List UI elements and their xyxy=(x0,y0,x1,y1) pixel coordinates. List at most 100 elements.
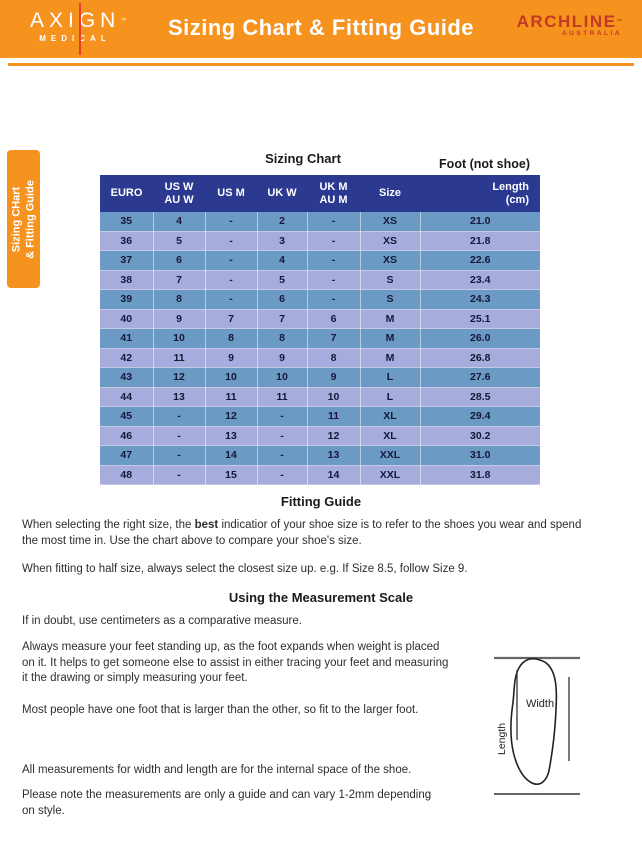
sizing-chart-title: Sizing Chart xyxy=(265,151,341,166)
table-cell: M xyxy=(360,348,421,368)
col-header-text: US M xyxy=(217,187,245,200)
table-cell: 31.8 xyxy=(420,465,540,485)
table-cell: 26.0 xyxy=(420,328,540,349)
table-cell: 21.0 xyxy=(420,212,540,232)
col-header-text: UK M xyxy=(319,181,348,193)
table-cell: 5 xyxy=(153,231,206,251)
table-cell: 11 xyxy=(257,387,308,407)
col-header-text: EURO xyxy=(110,187,143,200)
table-cell: M xyxy=(360,309,421,329)
table-cell: - xyxy=(205,212,258,232)
table-cell: 13 xyxy=(205,426,258,446)
page-title: Sizing Chart & Fitting Guide xyxy=(167,15,475,40)
table-cell: 8 xyxy=(257,328,308,349)
table-cell: 21.8 xyxy=(420,231,540,251)
table-cell: 43 xyxy=(100,367,154,388)
measurement-scale-heading: Using the Measurement Scale xyxy=(228,590,414,605)
table-cell: XS xyxy=(360,212,421,232)
table-cell: S xyxy=(360,289,421,310)
table-cell: - xyxy=(307,212,361,232)
table-row: 42 11 9 9 8 M 26.8 xyxy=(100,348,540,368)
table-cell: 9 xyxy=(307,367,361,388)
fitting-guide-heading: Fitting Guide xyxy=(280,494,362,509)
table-cell: 7 xyxy=(153,270,206,290)
header-bar: AXIGN™ MEDICAL Sizing Chart & Fitting Gu… xyxy=(0,0,642,58)
table-row: 45-12-11 XL 29.4 xyxy=(100,406,540,427)
archline-wordmark: ARCHLINE xyxy=(516,12,617,31)
axign-logo: AXIGN™ MEDICAL xyxy=(30,9,126,43)
table-cell: 11 xyxy=(153,348,206,368)
col-header-ukw: UK W xyxy=(257,175,307,212)
col-header-text: UK W xyxy=(267,187,297,200)
table-row: 47-14-13 XXL 31.0 xyxy=(100,445,540,466)
side-tab-sizing-chart: Sizing CHart & Fitting Guide xyxy=(7,150,40,288)
table-cell: 47 xyxy=(100,445,154,466)
paragraph-bold-text: best xyxy=(194,519,219,531)
table-row: 44 13 11 11 10 L 28.5 xyxy=(100,387,540,407)
measurement-paragraph-3: Most people have one foot that is larger… xyxy=(22,704,419,716)
col-header-text: AU M xyxy=(319,193,348,206)
archline-logo: ARCHLINE™ AUSTRALIA xyxy=(516,12,624,38)
fitting-guide-paragraph-1: When selecting the right size, the best … xyxy=(22,518,628,549)
table-cell: XXL xyxy=(360,445,421,466)
table-cell: - xyxy=(205,231,258,251)
table-cell: XL xyxy=(360,406,421,427)
col-header-text: US W xyxy=(164,181,194,193)
measurement-paragraph-1: If in doubt, use centimeters as a compar… xyxy=(22,615,302,627)
table-cell: 28.5 xyxy=(420,387,540,407)
header-divider xyxy=(8,63,634,66)
table-row: 36 5-3- XS 21.8 xyxy=(100,231,540,251)
table-cell: 9 xyxy=(205,348,258,368)
side-tab-label-line1: Sizing CHart xyxy=(10,186,22,252)
col-header-text: Size xyxy=(378,187,401,200)
table-cell: 39 xyxy=(100,289,154,310)
table-cell: 7 xyxy=(307,328,361,349)
table-row: 37 6-4- XS 22.6 xyxy=(100,250,540,271)
table-cell: 7 xyxy=(257,309,308,329)
table-cell: XXL xyxy=(360,465,421,485)
table-cell: 29.4 xyxy=(420,406,540,427)
table-cell: - xyxy=(307,270,361,290)
table-cell: 41 xyxy=(100,328,154,349)
table-cell: - xyxy=(153,406,206,427)
table-cell: 45 xyxy=(100,406,154,427)
table-cell: XS xyxy=(360,231,421,251)
side-tab-label: Sizing CHart & Fitting Guide xyxy=(7,150,40,288)
sizing-table-header: EURO US W AU W US M UK W UK M AU M Size Le… xyxy=(100,175,540,212)
archline-logo-sub: AUSTRALIA xyxy=(561,30,622,37)
table-cell: 7 xyxy=(205,309,258,329)
table-cell: - xyxy=(307,289,361,310)
table-cell: 15 xyxy=(205,465,258,485)
table-cell: 10 xyxy=(205,367,258,388)
table-row: 48-15-14 XXL 31.8 xyxy=(100,465,540,485)
table-row: 39 8-6- S 24.3 xyxy=(100,289,540,310)
fitting-guide-paragraph-2: When fitting to half size, always select… xyxy=(22,563,468,575)
table-cell: 10 xyxy=(257,367,308,388)
table-cell: XS xyxy=(360,250,421,271)
measurement-paragraph-5: Please note the measurements are only a … xyxy=(22,789,432,817)
table-cell: 4 xyxy=(257,250,308,271)
table-row: 40 9 7 7 6 M 25.1 xyxy=(100,309,540,329)
table-cell: XL xyxy=(360,426,421,446)
table-cell: 11 xyxy=(205,387,258,407)
sizing-table-body: 35 4-2- XS 21.0 36 5-3- XS 21.8 37 6-4- XS 22.6 38 7-… xyxy=(100,212,540,485)
table-cell: 38 xyxy=(100,270,154,290)
measurement-paragraph-4: All measurements for width and length ar… xyxy=(22,764,412,776)
table-row: 46-13-12 XL 30.2 xyxy=(100,426,540,446)
table-cell: 48 xyxy=(100,465,154,485)
table-cell: - xyxy=(153,465,206,485)
table-cell: S xyxy=(360,270,421,290)
foot-outline-icon xyxy=(510,657,558,785)
table-cell: 2 xyxy=(257,212,308,232)
table-cell: - xyxy=(153,445,206,466)
table-cell: 25.1 xyxy=(420,309,540,329)
archline-tm-mark: ™ xyxy=(616,19,624,25)
table-cell: 40 xyxy=(100,309,154,329)
table-cell: 42 xyxy=(100,348,154,368)
axign-logo-sub: MEDICAL xyxy=(39,34,111,43)
table-cell: 6 xyxy=(257,289,308,310)
col-header-text: AU W xyxy=(164,193,194,206)
table-row: 41 10 8 8 7 M 26.0 xyxy=(100,328,540,349)
col-header-ukm: UK M AU M xyxy=(307,175,360,212)
